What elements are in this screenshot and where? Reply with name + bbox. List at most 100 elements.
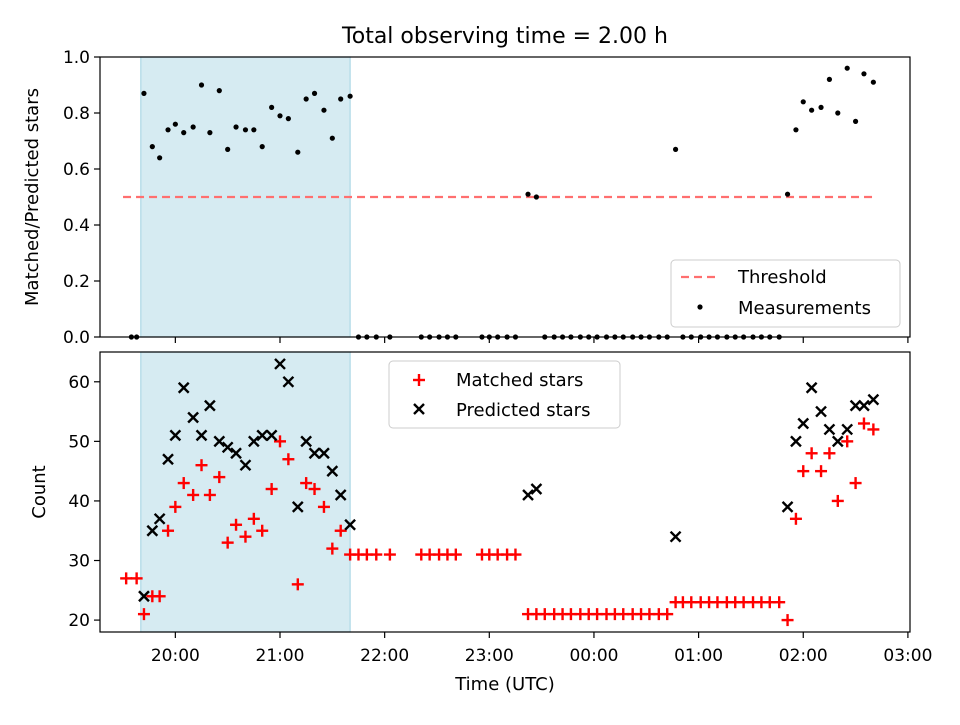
predicted-star-point [187, 411, 199, 424]
matched-star-point [177, 477, 190, 490]
matched-star-point [831, 494, 844, 507]
predicted-star-point [204, 399, 216, 412]
x-tick-label: 03:00 [883, 646, 932, 666]
predicted-star-point [162, 453, 174, 466]
matched-star-point [383, 548, 396, 561]
predicted-star-point [169, 429, 182, 442]
matched-star-point [265, 483, 278, 496]
matched-star-point [661, 608, 674, 621]
y-tick-label: 40 [68, 492, 90, 512]
matched-star-point [308, 483, 321, 496]
measurement-point [242, 127, 249, 133]
predicted-star-point [177, 381, 190, 394]
matched-star-point [849, 477, 862, 490]
measurement-point [818, 104, 824, 110]
measurement-point [852, 118, 859, 124]
y-tick-label: 30 [68, 552, 90, 572]
matched-star-point [213, 471, 226, 484]
panel-count: 20 30 40 50 60 20:00 21:00 22:00 23:00 00:00 01:0… [29, 351, 932, 666]
predicted-star-point [221, 441, 234, 454]
legend-measurements-label: Measurements [738, 298, 871, 319]
predicted-star-point [831, 435, 844, 448]
predicted-star-point [239, 459, 252, 472]
matched-star-point [291, 578, 304, 591]
matched-star-point [449, 548, 462, 561]
matched-star-point [256, 524, 269, 537]
matched-star-point [797, 465, 810, 478]
measurement-point [793, 127, 799, 133]
predicted-star-point [790, 435, 802, 448]
measurement-point [844, 65, 850, 71]
measurement-point [784, 191, 791, 197]
measurement-point [207, 130, 213, 136]
predicted-star-point [815, 405, 827, 418]
measurement-point [233, 124, 239, 130]
matched-star-point [162, 524, 175, 537]
panel-ratio: 0.0 0.2 0.4 0.6 0.8 1.0 Matched/Predicted sta… [22, 48, 911, 348]
predicted-star-point [781, 501, 794, 513]
matched-star-point [153, 590, 166, 603]
legend-matched-label: Matched stars [456, 370, 583, 391]
predicted-star-point [797, 417, 810, 430]
matched-star-point [867, 423, 880, 436]
x-tick-label: 23:00 [465, 646, 514, 666]
matched-star-point [509, 548, 522, 561]
predicted-star-point [858, 399, 870, 412]
measurement-point [303, 96, 309, 102]
legend-box [388, 360, 621, 429]
measurement-point [225, 146, 231, 152]
measurement-point [800, 99, 806, 105]
matched-star-point [815, 465, 828, 478]
measurement-point [861, 71, 867, 77]
measurement-point [165, 127, 171, 133]
measurement-point [190, 124, 196, 130]
predicted-star-point [823, 423, 836, 436]
measurement-point [259, 144, 265, 150]
predicted-star-point [841, 423, 854, 436]
matched-star-point [317, 500, 330, 513]
x-tick-label: 00:00 [569, 646, 618, 666]
matched-star-point [203, 488, 216, 501]
predicted-star-point [146, 524, 159, 537]
matched-star-point [841, 435, 854, 448]
predicted-star-point [669, 530, 682, 543]
x-tick-label: 02:00 [779, 646, 828, 666]
measurement-point [329, 135, 335, 141]
predicted-star-point [265, 429, 278, 442]
measurement-point [172, 121, 178, 127]
measurement-point [181, 130, 187, 136]
measurement-point [835, 110, 841, 116]
y-tick-label: 0.2 [63, 272, 90, 292]
matched-star-point [300, 477, 313, 490]
measurement-point [809, 107, 815, 113]
legend-threshold-label: Threshold [737, 267, 827, 288]
x-tick-label: 22:00 [360, 646, 409, 666]
y-tick-label: 0.8 [63, 104, 90, 124]
predicted-star-point [274, 358, 286, 370]
matched-star-point [239, 530, 252, 543]
predicted-star-point [153, 512, 166, 525]
legend-predicted-swatch [413, 403, 425, 415]
predicted-star-point [530, 483, 543, 495]
y-tick-label: 0.6 [63, 160, 90, 180]
predicted-star-point [849, 399, 862, 412]
y-tick-label: 1.0 [63, 48, 90, 68]
measurement-point [870, 79, 876, 85]
matched-star-point [130, 572, 143, 585]
measurement-point [338, 96, 344, 102]
predicted-star-point [326, 465, 339, 477]
matched-star-point [781, 614, 794, 627]
predicted-star-point [230, 447, 242, 460]
x-axis-label: Time (UTC) [454, 674, 555, 695]
x-tick-label: 01:00 [674, 646, 723, 666]
measurement-point [141, 90, 147, 96]
panel-count-shaded-span [140, 351, 351, 633]
predicted-star-point [282, 375, 295, 388]
panel-count-frame [99, 351, 911, 633]
panel-ratio-ylabel: Matched/Predicted stars [22, 88, 43, 306]
matched-star-point [274, 435, 286, 448]
predicted-star-point [344, 518, 356, 531]
x-tick-label: 21:00 [256, 646, 305, 666]
measurement-point [277, 113, 283, 119]
